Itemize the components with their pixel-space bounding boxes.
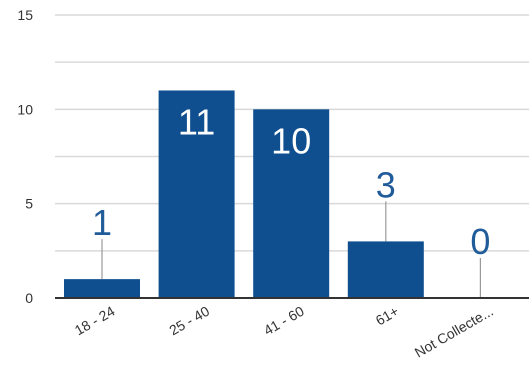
data-label-1: 11: [178, 101, 215, 142]
y-tick-label-5: 5: [25, 196, 33, 212]
bar-1: [158, 90, 235, 298]
bar-0: [64, 279, 140, 298]
bar-2: [253, 109, 330, 298]
x-tick-label-0: 18 - 24: [72, 303, 118, 339]
data-label-0: 1: [92, 202, 112, 243]
data-label-4: 0: [470, 221, 490, 262]
data-label-leaders: [101, 201, 481, 298]
x-tick-label-4: Not Collecte...: [412, 303, 496, 361]
x-tick-label-1: 25 - 40: [166, 303, 212, 339]
y-axis-ticks: 0 5 10 15: [17, 7, 33, 306]
y-tick-label-15: 15: [17, 7, 33, 23]
bars: [64, 90, 424, 298]
y-tick-label-0: 0: [25, 290, 33, 306]
bar-3: [347, 241, 424, 298]
data-label-3: 3: [376, 164, 396, 205]
y-tick-label-10: 10: [17, 101, 33, 117]
data-label-2: 10: [271, 120, 311, 161]
x-axis-tick-labels: 18 - 24 25 - 40 41 - 60 61+ Not Collecte...: [72, 303, 496, 361]
x-tick-label-3: 61+: [373, 303, 402, 329]
x-tick-label-2: 41 - 60: [261, 303, 307, 339]
